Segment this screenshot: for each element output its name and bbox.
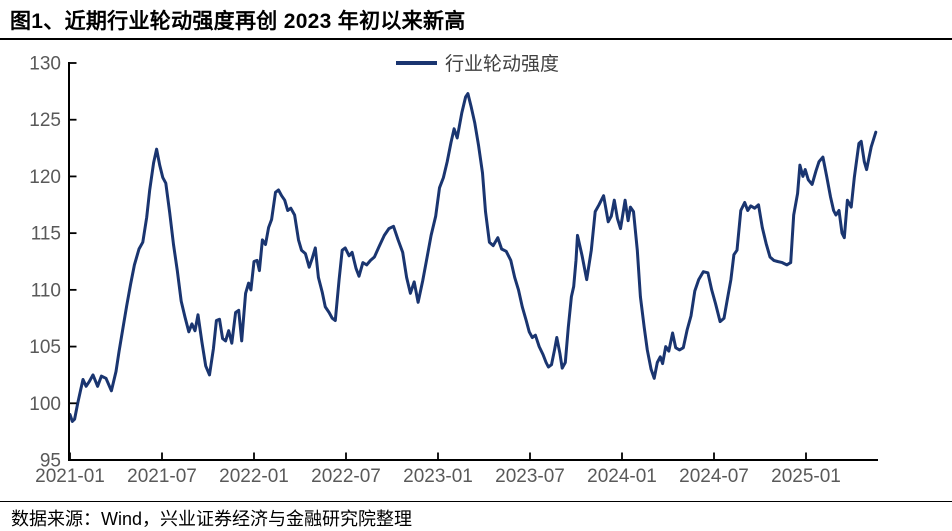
y-tick-label: 95 (40, 451, 61, 472)
y-tick-label: 100 (29, 394, 61, 415)
x-tick-label: 2022-07 (311, 466, 381, 487)
x-tick-label: 2023-07 (495, 466, 565, 487)
x-tick-label: 2024-07 (679, 466, 749, 487)
x-tick-label: 2025-01 (771, 466, 841, 487)
footer-divider (0, 501, 952, 502)
y-tick-label: 125 (29, 110, 61, 131)
legend: 行业轮动强度 (396, 49, 559, 76)
y-axis-ticks: 95 100 105 110 115 120 125 130 (29, 54, 77, 472)
y-tick-label: 110 (31, 280, 61, 301)
x-tick-label: 2021-07 (127, 466, 197, 487)
legend-line-swatch (396, 60, 437, 65)
x-tick-label: 2024-01 (587, 466, 657, 487)
page-title: 图1、近期行业轮动强度再创 2023 年初以来新高 (10, 10, 466, 33)
series-line (68, 92, 878, 423)
legend-label: 行业轮动强度 (445, 54, 560, 75)
header-divider (0, 38, 952, 40)
y-tick-label: 105 (29, 337, 61, 358)
source-note: 数据来源：Wind，兴业证券经济与金融研究院整理 (11, 509, 413, 529)
y-tick-label: 130 (29, 54, 61, 75)
x-tick-label: 2022-01 (219, 466, 289, 487)
y-tick-label: 115 (31, 224, 61, 245)
x-tick-label: 2023-01 (403, 466, 473, 487)
y-tick-label: 120 (29, 167, 61, 188)
x-axis-ticks: 2021-01 2021-07 2022-01 2022-07 2023-01 2023-… (35, 452, 841, 487)
x-tick-label: 2021-01 (35, 466, 105, 487)
